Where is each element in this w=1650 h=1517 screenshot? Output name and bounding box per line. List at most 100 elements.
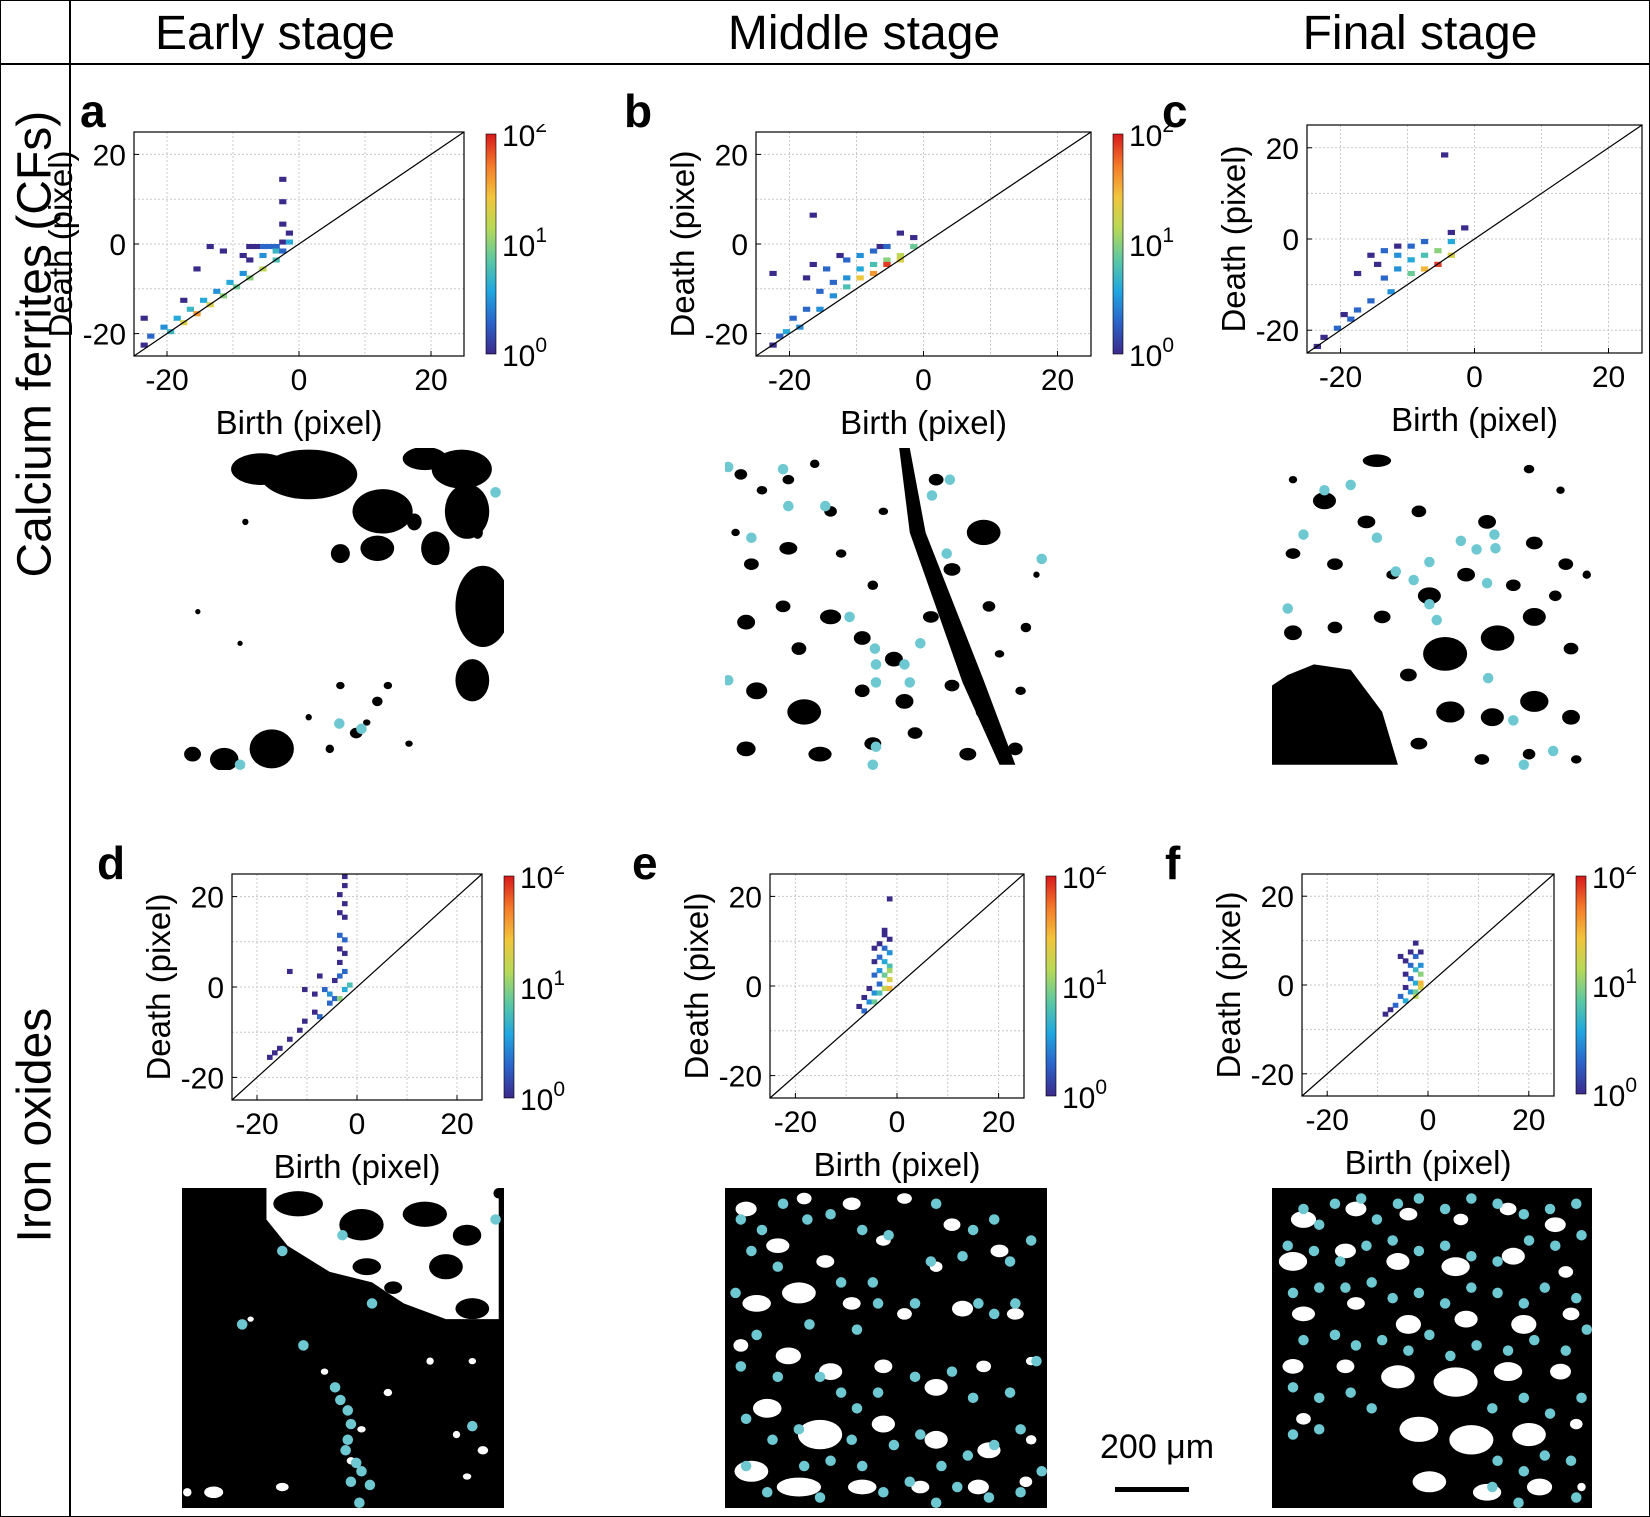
y-axis-label: Death (pixel) <box>678 892 715 1079</box>
phase-blob <box>1457 567 1476 582</box>
y-tick-label: 0 <box>745 971 762 1004</box>
phase-blob <box>431 449 492 489</box>
diagonal-line <box>231 873 483 1101</box>
phase-blob <box>455 659 490 702</box>
phase-blob <box>1550 1363 1572 1380</box>
heatmap-cell <box>285 239 293 245</box>
phase-blob <box>897 1193 912 1204</box>
phase-blob <box>775 600 791 613</box>
phase-blob <box>1282 1359 1304 1374</box>
hole-marker <box>1518 1298 1530 1309</box>
phase-blob <box>924 1430 948 1449</box>
hole-marker <box>1004 1387 1016 1398</box>
heatmap-cell <box>836 252 844 259</box>
hole-marker <box>334 718 345 729</box>
heatmap-cell <box>1402 971 1409 977</box>
hole-marker <box>1492 1198 1503 1209</box>
hole-marker <box>904 1476 916 1488</box>
heatmap-cell <box>1340 311 1348 318</box>
phase-blob <box>735 1201 757 1217</box>
hole-marker <box>1466 1282 1477 1293</box>
hole-marker <box>735 1214 747 1225</box>
hole-marker <box>925 1256 937 1267</box>
heatmap-cell <box>327 1000 333 1006</box>
phase-blob <box>816 1255 835 1268</box>
diagonal-line <box>769 873 1025 1099</box>
heatmap-cell <box>1394 252 1402 258</box>
hole-marker <box>1439 1298 1451 1309</box>
colorbar-label: 100 <box>1129 334 1174 373</box>
heatmap-cell <box>876 981 883 987</box>
heatmap-cell <box>861 994 868 1001</box>
hole-marker <box>740 1413 752 1425</box>
x-tick-label: -20 <box>774 1106 817 1139</box>
heatmap-cell <box>1407 949 1414 955</box>
hole-marker <box>870 677 882 688</box>
heatmap-cell <box>1412 967 1419 973</box>
phase-blob <box>928 473 944 486</box>
hole-marker <box>1490 543 1501 554</box>
colorbar-exponent: 2 <box>553 866 565 879</box>
heatmap-cell <box>1353 270 1362 277</box>
phase-blob <box>1288 475 1298 484</box>
hole-marker <box>735 1361 747 1372</box>
hole-marker <box>1036 553 1047 565</box>
colorbar-label: 102 <box>502 124 547 153</box>
colorbar-exponent: 1 <box>1095 966 1107 989</box>
hole-marker <box>1366 1277 1377 1288</box>
phase-blob <box>204 1486 224 1499</box>
phase-blob <box>383 1388 393 1397</box>
phase-blob <box>1563 642 1579 655</box>
phase-blob <box>1410 737 1428 750</box>
phase-blob <box>1291 1306 1316 1322</box>
heatmap-cell <box>337 996 343 1002</box>
hole-marker <box>366 1298 378 1309</box>
heatmap-cell <box>886 968 893 974</box>
heatmap-cell <box>140 342 148 348</box>
hole-marker <box>1544 1408 1556 1419</box>
hole-marker <box>1371 532 1383 544</box>
x-tick-label: 20 <box>1592 361 1625 394</box>
phase-blob <box>1006 1308 1024 1320</box>
hole-marker <box>1508 715 1519 726</box>
x-axis-label: Birth (pixel) <box>814 1146 981 1183</box>
x-tick-label: -20 <box>1306 1104 1349 1137</box>
x-tick-label: 0 <box>1466 361 1483 394</box>
hole-marker <box>1010 1298 1021 1309</box>
phase-blob <box>195 609 201 615</box>
heatmap-cell <box>213 288 221 294</box>
hole-marker <box>1518 1466 1530 1477</box>
heatmap-cell <box>1367 298 1375 304</box>
hole-marker <box>1492 1455 1503 1467</box>
heatmap-cell <box>1447 229 1455 236</box>
hole-marker <box>767 1434 778 1446</box>
phase-blob <box>1400 668 1417 682</box>
phase-blob <box>1569 1418 1583 1430</box>
colorbar-exponent: 0 <box>1162 334 1174 357</box>
phase-blob <box>235 1257 245 1266</box>
heatmap-cell <box>866 986 873 992</box>
hole-marker <box>337 1229 348 1241</box>
heatmap-cell <box>219 248 227 254</box>
hole-marker <box>356 723 367 735</box>
heatmap-cell <box>1394 243 1402 249</box>
phase-blob <box>320 1368 329 1375</box>
hole-marker <box>1560 1345 1572 1356</box>
x-tick-label: 0 <box>889 1106 906 1139</box>
hole-marker <box>1361 1240 1372 1251</box>
hole-marker <box>783 500 794 512</box>
phase-blob <box>1334 1243 1356 1259</box>
heatmap-cell <box>910 235 918 241</box>
phase-blob <box>1327 621 1343 634</box>
heatmap-cell <box>287 968 293 975</box>
phase-blob <box>1336 1359 1355 1374</box>
phase-blob <box>854 684 870 698</box>
heatmap-cell <box>881 986 888 992</box>
phase-blob <box>1399 1416 1439 1442</box>
phase-blob <box>1020 622 1032 633</box>
hole-marker <box>1392 1198 1404 1209</box>
hole-marker <box>878 1487 889 1498</box>
phase-blob <box>477 1446 489 1455</box>
phase-blob <box>493 1188 504 1199</box>
